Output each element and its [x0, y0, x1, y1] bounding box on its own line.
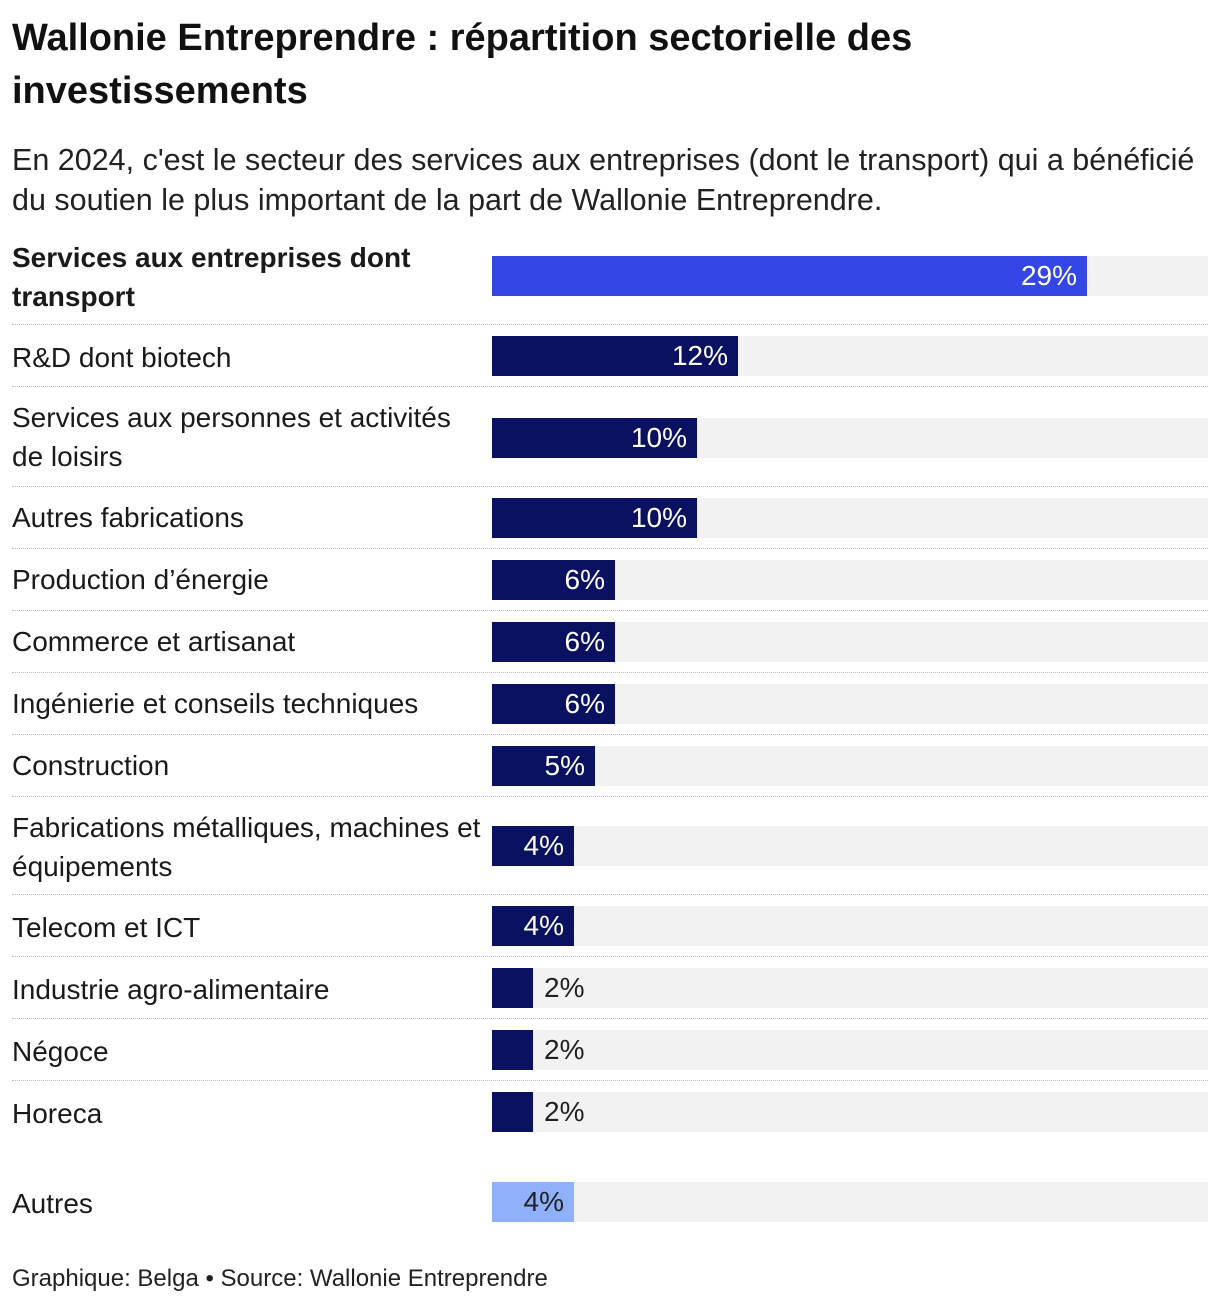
footer-source: Source: Wallonie Entreprendre — [220, 1265, 548, 1292]
bar-construction — [492, 746, 595, 786]
value-label-r-d-dont-biotech: 12% — [671, 340, 728, 371]
value-label-industrie-agro-alimentaire: 2% — [544, 972, 585, 1003]
bar-fabrications-metalliques-machines-et-equipements — [492, 826, 574, 866]
chart-subtitle: En 2024, c'est le secteur des services a… — [12, 143, 1195, 217]
value-label-negoce: 2% — [544, 1034, 585, 1065]
category-label-commerce-et-artisanat: Commerce et artisanat — [12, 626, 296, 657]
category-label-telecom-et-ict: Telecom et ICT — [12, 912, 201, 943]
bar-industrie-agro-alimentaire — [492, 968, 533, 1008]
category-label-fabrications-metalliques-machines-et-equipements: Fabrications métalliques, machines et éq… — [12, 812, 481, 882]
row-divider — [12, 734, 1208, 735]
row-divider — [12, 956, 1208, 957]
bar-autres-fabrications — [492, 498, 697, 538]
bar-commerce-et-artisanat — [492, 622, 615, 662]
category-label-ingenierie-et-conseils-techniques: Ingénierie et conseils techniques — [12, 688, 419, 719]
row-divider — [12, 796, 1208, 797]
bar-r-d-dont-biotech — [492, 336, 738, 376]
category-label-construction: Construction — [12, 750, 170, 781]
row-divider — [12, 672, 1208, 673]
bar-negoce — [492, 1030, 533, 1070]
bar-horeca — [492, 1092, 533, 1132]
chart-footer: Graphique: Belga • Source: Wallonie Entr… — [12, 1264, 548, 1294]
category-label-production-d-energie: Production d’énergie — [12, 564, 269, 595]
bar-telecom-et-ict — [492, 906, 574, 946]
value-label-fabrications-metalliques-machines-et-equipements: 4% — [523, 830, 564, 861]
row-divider — [12, 610, 1208, 611]
bar-track-negoce — [492, 1030, 1208, 1070]
footer-separator: • — [205, 1265, 214, 1292]
row-divider — [12, 1080, 1208, 1081]
bar-services-aux-entreprises-dont-transport — [492, 256, 1087, 296]
value-label-production-d-energie: 6% — [564, 564, 605, 595]
value-label-commerce-et-artisanat: 6% — [564, 626, 605, 657]
category-label-autres: Autres — [12, 1188, 93, 1219]
bar-track-fabrications-metalliques-machines-et-equipements — [492, 826, 1208, 866]
row-divider — [12, 894, 1208, 895]
bar-track-construction — [492, 746, 1208, 786]
row-divider — [12, 548, 1208, 549]
row-divider — [12, 324, 1208, 325]
value-label-construction: 5% — [544, 750, 585, 781]
category-label-industrie-agro-alimentaire: Industrie agro-alimentaire — [12, 974, 330, 1005]
row-divider — [12, 386, 1208, 387]
category-label-horeca: Horeca — [12, 1098, 103, 1129]
bar-track-autres — [492, 1182, 1208, 1222]
bar-track-horeca — [492, 1092, 1208, 1132]
bar-track-telecom-et-ict — [492, 906, 1208, 946]
category-label-services-aux-entreprises-dont-transport: Services aux entreprises dont transport — [12, 242, 411, 312]
bar-production-d-energie — [492, 560, 615, 600]
value-label-horeca: 2% — [544, 1096, 585, 1127]
row-divider — [12, 1018, 1208, 1019]
chart-title: Wallonie Entreprendre : répartition sect… — [12, 17, 913, 112]
category-label-r-d-dont-biotech: R&D dont biotech — [12, 342, 232, 373]
row-divider — [12, 486, 1208, 487]
value-label-telecom-et-ict: 4% — [523, 910, 564, 941]
value-label-autres-fabrications: 10% — [630, 502, 687, 533]
footer-credit: Graphique: Belga — [12, 1265, 199, 1292]
category-label-autres-fabrications: Autres fabrications — [12, 502, 244, 533]
category-label-negoce: Négoce — [12, 1036, 109, 1067]
value-label-ingenierie-et-conseils-techniques: 6% — [564, 688, 605, 719]
category-label-services-aux-personnes-et-activites-de-loisirs: Services aux personnes et activités de l… — [12, 402, 451, 472]
value-label-services-aux-personnes-et-activites-de-loisirs: 10% — [630, 422, 687, 453]
bar-ingenierie-et-conseils-techniques — [492, 684, 615, 724]
bar-services-aux-personnes-et-activites-de-loisirs — [492, 418, 697, 458]
bar-track-industrie-agro-alimentaire — [492, 968, 1208, 1008]
value-label-services-aux-entreprises-dont-transport: 29% — [1020, 260, 1077, 291]
value-label-autres: 4% — [523, 1186, 564, 1217]
bar-autres — [492, 1182, 574, 1222]
